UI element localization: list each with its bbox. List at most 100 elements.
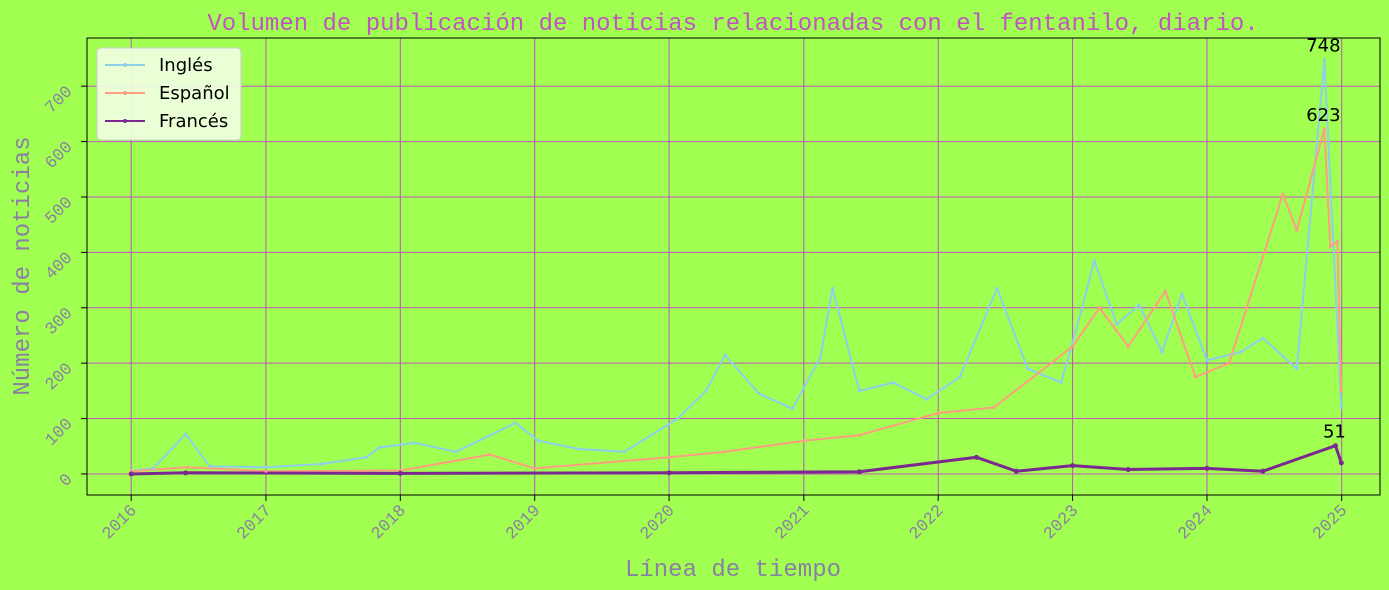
x-tick-label: 2022 xyxy=(906,502,948,544)
data-point xyxy=(667,455,671,459)
data-point xyxy=(1322,58,1327,62)
data-point xyxy=(723,353,727,357)
data-point xyxy=(185,465,189,469)
data-point xyxy=(1339,389,1343,393)
axes-frame xyxy=(86,37,1381,496)
data-point xyxy=(958,375,962,379)
x-tick-label: 2024 xyxy=(1175,502,1217,544)
data-point xyxy=(364,455,369,459)
data-point xyxy=(1070,344,1075,349)
data-point xyxy=(925,397,929,401)
x-tick-label: 2020 xyxy=(637,502,679,544)
legend-item: Español xyxy=(105,83,230,104)
peak-label: 623 xyxy=(1306,105,1340,126)
x-tick-label: 2019 xyxy=(503,502,545,544)
data-point xyxy=(536,439,540,443)
data-point xyxy=(264,465,268,469)
chart-title: Volumen de publicación de noticias relac… xyxy=(207,11,1258,38)
series-markers xyxy=(128,58,1344,477)
data-point xyxy=(1339,405,1343,410)
data-point xyxy=(1295,228,1299,232)
y-tick-label: 200 xyxy=(42,360,77,395)
data-point xyxy=(151,466,155,471)
legend-marker xyxy=(123,119,127,123)
data-point xyxy=(1180,292,1184,296)
data-point xyxy=(513,421,518,425)
data-point xyxy=(1193,375,1198,379)
data-point xyxy=(830,286,835,290)
data-point xyxy=(1092,259,1096,263)
legend: Inglés Español Francés xyxy=(96,47,242,141)
data-point xyxy=(1115,322,1119,326)
data-point xyxy=(1260,468,1266,474)
data-point xyxy=(533,466,537,471)
data-point xyxy=(1013,468,1019,474)
y-tick-label: 100 xyxy=(42,415,77,450)
data-point xyxy=(207,464,212,468)
peak-label: 748 xyxy=(1306,36,1340,57)
legend-item: Francés xyxy=(105,111,228,132)
data-point xyxy=(1238,350,1243,354)
data-point xyxy=(488,452,492,457)
data-point xyxy=(857,433,862,437)
data-point xyxy=(1328,245,1332,249)
data-point xyxy=(1137,303,1141,307)
data-point xyxy=(1322,127,1327,131)
data-point xyxy=(676,416,680,421)
data-point xyxy=(454,450,458,454)
y-tick-label: 300 xyxy=(42,305,77,340)
data-point xyxy=(936,411,940,415)
y-axis-label: Número de noticias xyxy=(10,136,37,395)
y-tick-label: 400 xyxy=(42,249,77,284)
data-point xyxy=(264,469,268,473)
data-point xyxy=(857,389,862,393)
data-point xyxy=(622,450,626,454)
data-point xyxy=(1097,306,1102,310)
x-tick-label: 2025 xyxy=(1310,502,1352,544)
data-point xyxy=(577,447,581,451)
legend-marker xyxy=(123,91,127,95)
data-point xyxy=(1227,361,1231,365)
axes xyxy=(86,37,1381,496)
data-point xyxy=(1026,367,1030,371)
data-point xyxy=(1261,336,1265,340)
data-point xyxy=(1125,467,1131,473)
data-point xyxy=(1338,460,1344,466)
legend-label: Francés xyxy=(159,111,228,132)
x-axis-ticks: 2016 2017 2018 2019 2020 2021 2022 2023 2024 2025 xyxy=(99,495,1352,544)
data-point xyxy=(413,441,417,445)
data-point xyxy=(790,406,795,411)
data-point xyxy=(184,432,188,436)
data-point xyxy=(666,470,672,476)
data-point xyxy=(995,286,999,290)
peak-label: 51 xyxy=(1323,422,1346,443)
data-point xyxy=(1163,289,1167,293)
data-point xyxy=(1205,358,1209,362)
data-point xyxy=(1281,192,1285,196)
data-point xyxy=(757,392,761,396)
data-point xyxy=(704,389,708,393)
data-point xyxy=(1126,344,1130,349)
data-point xyxy=(1059,380,1063,385)
data-point xyxy=(183,470,189,476)
data-point xyxy=(891,380,895,385)
data-point xyxy=(973,454,979,460)
series-line-1 xyxy=(131,127,1343,473)
data-point xyxy=(319,462,324,466)
y-tick-label: 600 xyxy=(42,138,77,173)
x-tick-label: 2017 xyxy=(234,502,276,544)
x-axis-label: Línea de tiempo xyxy=(625,557,841,584)
data-point xyxy=(802,439,806,443)
data-point xyxy=(856,469,862,475)
data-point xyxy=(1295,367,1299,371)
data-point xyxy=(1335,239,1339,243)
peak-annotations: 748 623 51 xyxy=(1306,36,1346,443)
data-point xyxy=(397,470,403,476)
legend-box xyxy=(96,47,242,141)
y-tick-label: 700 xyxy=(42,83,77,118)
x-tick-label: 2018 xyxy=(368,502,410,544)
series-line-0 xyxy=(131,58,1343,472)
plot-area xyxy=(87,38,1380,495)
